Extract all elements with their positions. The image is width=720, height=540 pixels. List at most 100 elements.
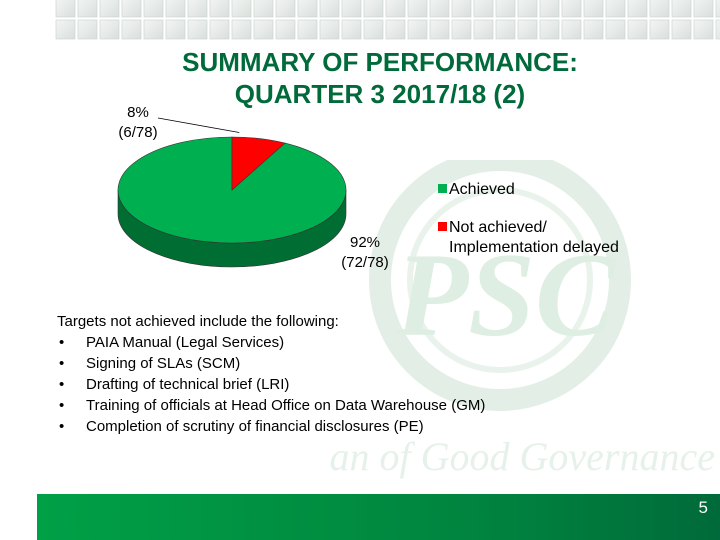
legend-label-not-achieved-line2: Implementation delayed: [449, 239, 619, 256]
list-item-text: Completion of scrutiny of financial disc…: [86, 418, 424, 435]
header-tile: [121, 0, 142, 18]
bullet-icon: •: [59, 355, 65, 372]
slice-label-not-achieved-count: (6/78): [118, 124, 158, 141]
psc-watermark: PSC Custodian of Good Governance: [330, 160, 715, 479]
header-tile: [187, 0, 208, 18]
header-tile: [539, 0, 560, 18]
header-tile: [649, 19, 670, 40]
header-tile: [319, 0, 340, 18]
legend-item-achieved: Achieved: [438, 180, 619, 200]
header-tile: [561, 0, 582, 18]
header-tile: [671, 19, 692, 40]
legend-label-not-achieved-line1: Not achieved/: [449, 219, 547, 236]
header-tile: [143, 0, 164, 18]
header-tile: [209, 19, 230, 40]
header-tile: [297, 19, 318, 40]
slide-title-line2: QUARTER 3 2017/18 (2): [234, 79, 526, 109]
header-tile: [231, 0, 252, 18]
header-tile: [77, 19, 98, 40]
header-tile: [363, 19, 384, 40]
legend-item-not-achieved: Not achieved/ Implementation delayed: [438, 218, 619, 258]
bullet-icon: •: [59, 397, 65, 414]
header-tile: [583, 19, 604, 40]
header-tile: [77, 0, 98, 18]
list-item-text: Training of officials at Head Office on …: [86, 397, 486, 414]
bullet-icon: •: [59, 376, 65, 393]
header-tile: [495, 19, 516, 40]
header-tile: [561, 19, 582, 40]
header-tile: [627, 0, 648, 18]
header-tile: [539, 19, 560, 40]
header-tile: [143, 19, 164, 40]
list-item: • Training of officials at Head Office on…: [57, 395, 485, 416]
slice-label-not-achieved-percent: 8%: [127, 104, 149, 121]
header-tile: [275, 19, 296, 40]
header-tile: [55, 19, 76, 40]
list-item: • Drafting of technical brief (LRI): [57, 374, 485, 395]
list-item-text: PAIA Manual (Legal Services): [86, 334, 285, 351]
legend-swatch-not-achieved: [438, 222, 447, 231]
slice-label-not-achieved: 8% (6/78): [108, 103, 168, 143]
header-tile: [649, 0, 670, 18]
header-tile: [319, 19, 340, 40]
slide-title-line1: SUMMARY OF PERFORMANCE:: [182, 47, 578, 77]
header-tile: [275, 0, 296, 18]
watermark-tagline: Custodian of Good Governance: [330, 434, 715, 479]
header-tile: [341, 0, 362, 18]
legend-swatch-achieved: [438, 184, 447, 193]
header-tile: [363, 0, 384, 18]
header-tile: [121, 19, 142, 40]
header-tile: [627, 19, 648, 40]
notes-list: • PAIA Manual (Legal Services) • Signing o…: [57, 332, 485, 437]
list-item: • PAIA Manual (Legal Services): [57, 332, 485, 353]
header-tile: [99, 19, 120, 40]
header-tile: [99, 0, 120, 18]
header-tile: [693, 19, 714, 40]
header-tile: [385, 0, 406, 18]
header-tile: [55, 0, 76, 18]
list-item-text: Signing of SLAs (SCM): [86, 355, 241, 372]
header-tile: [231, 19, 252, 40]
header-tile: [605, 19, 626, 40]
slide-title: SUMMARY OF PERFORMANCE: QUARTER 3 2017/1…: [100, 46, 660, 110]
slice-label-achieved-percent: 92%: [349, 234, 381, 251]
bullet-icon: •: [59, 334, 65, 351]
header-tile: [495, 0, 516, 18]
header-tile: [429, 0, 450, 18]
header-tile: [517, 0, 538, 18]
watermark-logo: PSC: [394, 228, 617, 361]
header-tile: [297, 0, 318, 18]
header-tile: [429, 19, 450, 40]
header-tile: [693, 0, 714, 18]
header-tile: [473, 0, 494, 18]
page-number: 5: [698, 498, 708, 517]
header-tile: [715, 0, 720, 18]
header-tile: [407, 19, 428, 40]
list-item-text: Drafting of technical brief (LRI): [86, 376, 290, 393]
header-tile: [253, 0, 274, 18]
header-tile: [385, 19, 406, 40]
header-tile: [165, 19, 186, 40]
header-tile: [583, 0, 604, 18]
header-tile: [451, 19, 472, 40]
footer-bar: 5: [37, 494, 720, 540]
header-tile: [715, 19, 720, 40]
watermark-seal: [369, 160, 631, 411]
list-item: • Signing of SLAs (SCM): [57, 353, 485, 374]
legend-label-achieved: Achieved: [449, 181, 515, 198]
slice-label-achieved-count: (72/78): [341, 254, 389, 271]
bullet-icon: •: [59, 418, 65, 435]
slice-label-achieved: 92% (72/78): [325, 233, 405, 273]
header-tile: [209, 0, 230, 18]
header-tile: [451, 0, 472, 18]
header-tile: [253, 19, 274, 40]
header-tile: [473, 19, 494, 40]
list-item: • Completion of scrutiny of financial dis…: [57, 416, 485, 437]
header-tile: [605, 0, 626, 18]
header-tile: [671, 0, 692, 18]
header-tile: [517, 19, 538, 40]
header-tile: [407, 0, 428, 18]
pie-slice-not-achieved: [231, 136, 286, 191]
header-tile: [187, 19, 208, 40]
